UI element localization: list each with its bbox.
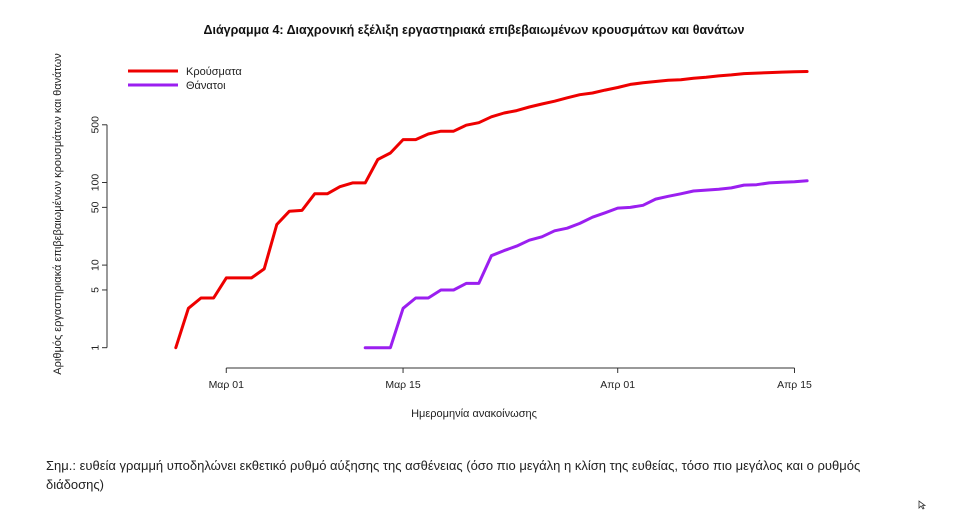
y-tick-label: 10 bbox=[90, 259, 102, 271]
series-line-cases bbox=[174, 70, 809, 350]
x-tick-label: Απρ 15 bbox=[777, 379, 812, 391]
x-tick-label: Απρ 01 bbox=[600, 379, 635, 391]
chart-title: Διάγραμμα 4: Διαχρονική εξέλιξη εργαστηρ… bbox=[203, 23, 744, 37]
x-tick-label: Μαρ 01 bbox=[209, 379, 245, 391]
plot-area: Μαρ 01 Μαρ 15 Απρ 01 Απρ 15 1 5 10 50 100 500 Κρού… bbox=[90, 66, 813, 391]
x-axis-label: Ημερομηνία ανακοίνωσης bbox=[411, 408, 537, 420]
x-tick-label: Μαρ 15 bbox=[385, 379, 421, 391]
chart: Διάγραμμα 4: Διαχρονική εξέλιξη εργαστηρ… bbox=[52, 23, 813, 420]
cursor-icon bbox=[918, 500, 926, 510]
y-tick-label: 1 bbox=[90, 345, 102, 351]
y-axis-label: Αριθμός εργαστηριακά επιβεβαιωμένων κρου… bbox=[52, 53, 64, 375]
series-line-deaths bbox=[363, 179, 809, 350]
legend-label: Θάνατοι bbox=[186, 80, 226, 92]
y-tick-label: 500 bbox=[90, 116, 102, 134]
y-tick-label: 5 bbox=[90, 287, 102, 293]
footnote: Σημ.: ευθεία γραμμή υποδηλώνει εκθετικό … bbox=[46, 458, 861, 492]
y-tick-label: 100 bbox=[90, 174, 102, 192]
y-tick-label: 50 bbox=[90, 201, 102, 213]
legend-label: Κρούσματα bbox=[186, 66, 242, 78]
